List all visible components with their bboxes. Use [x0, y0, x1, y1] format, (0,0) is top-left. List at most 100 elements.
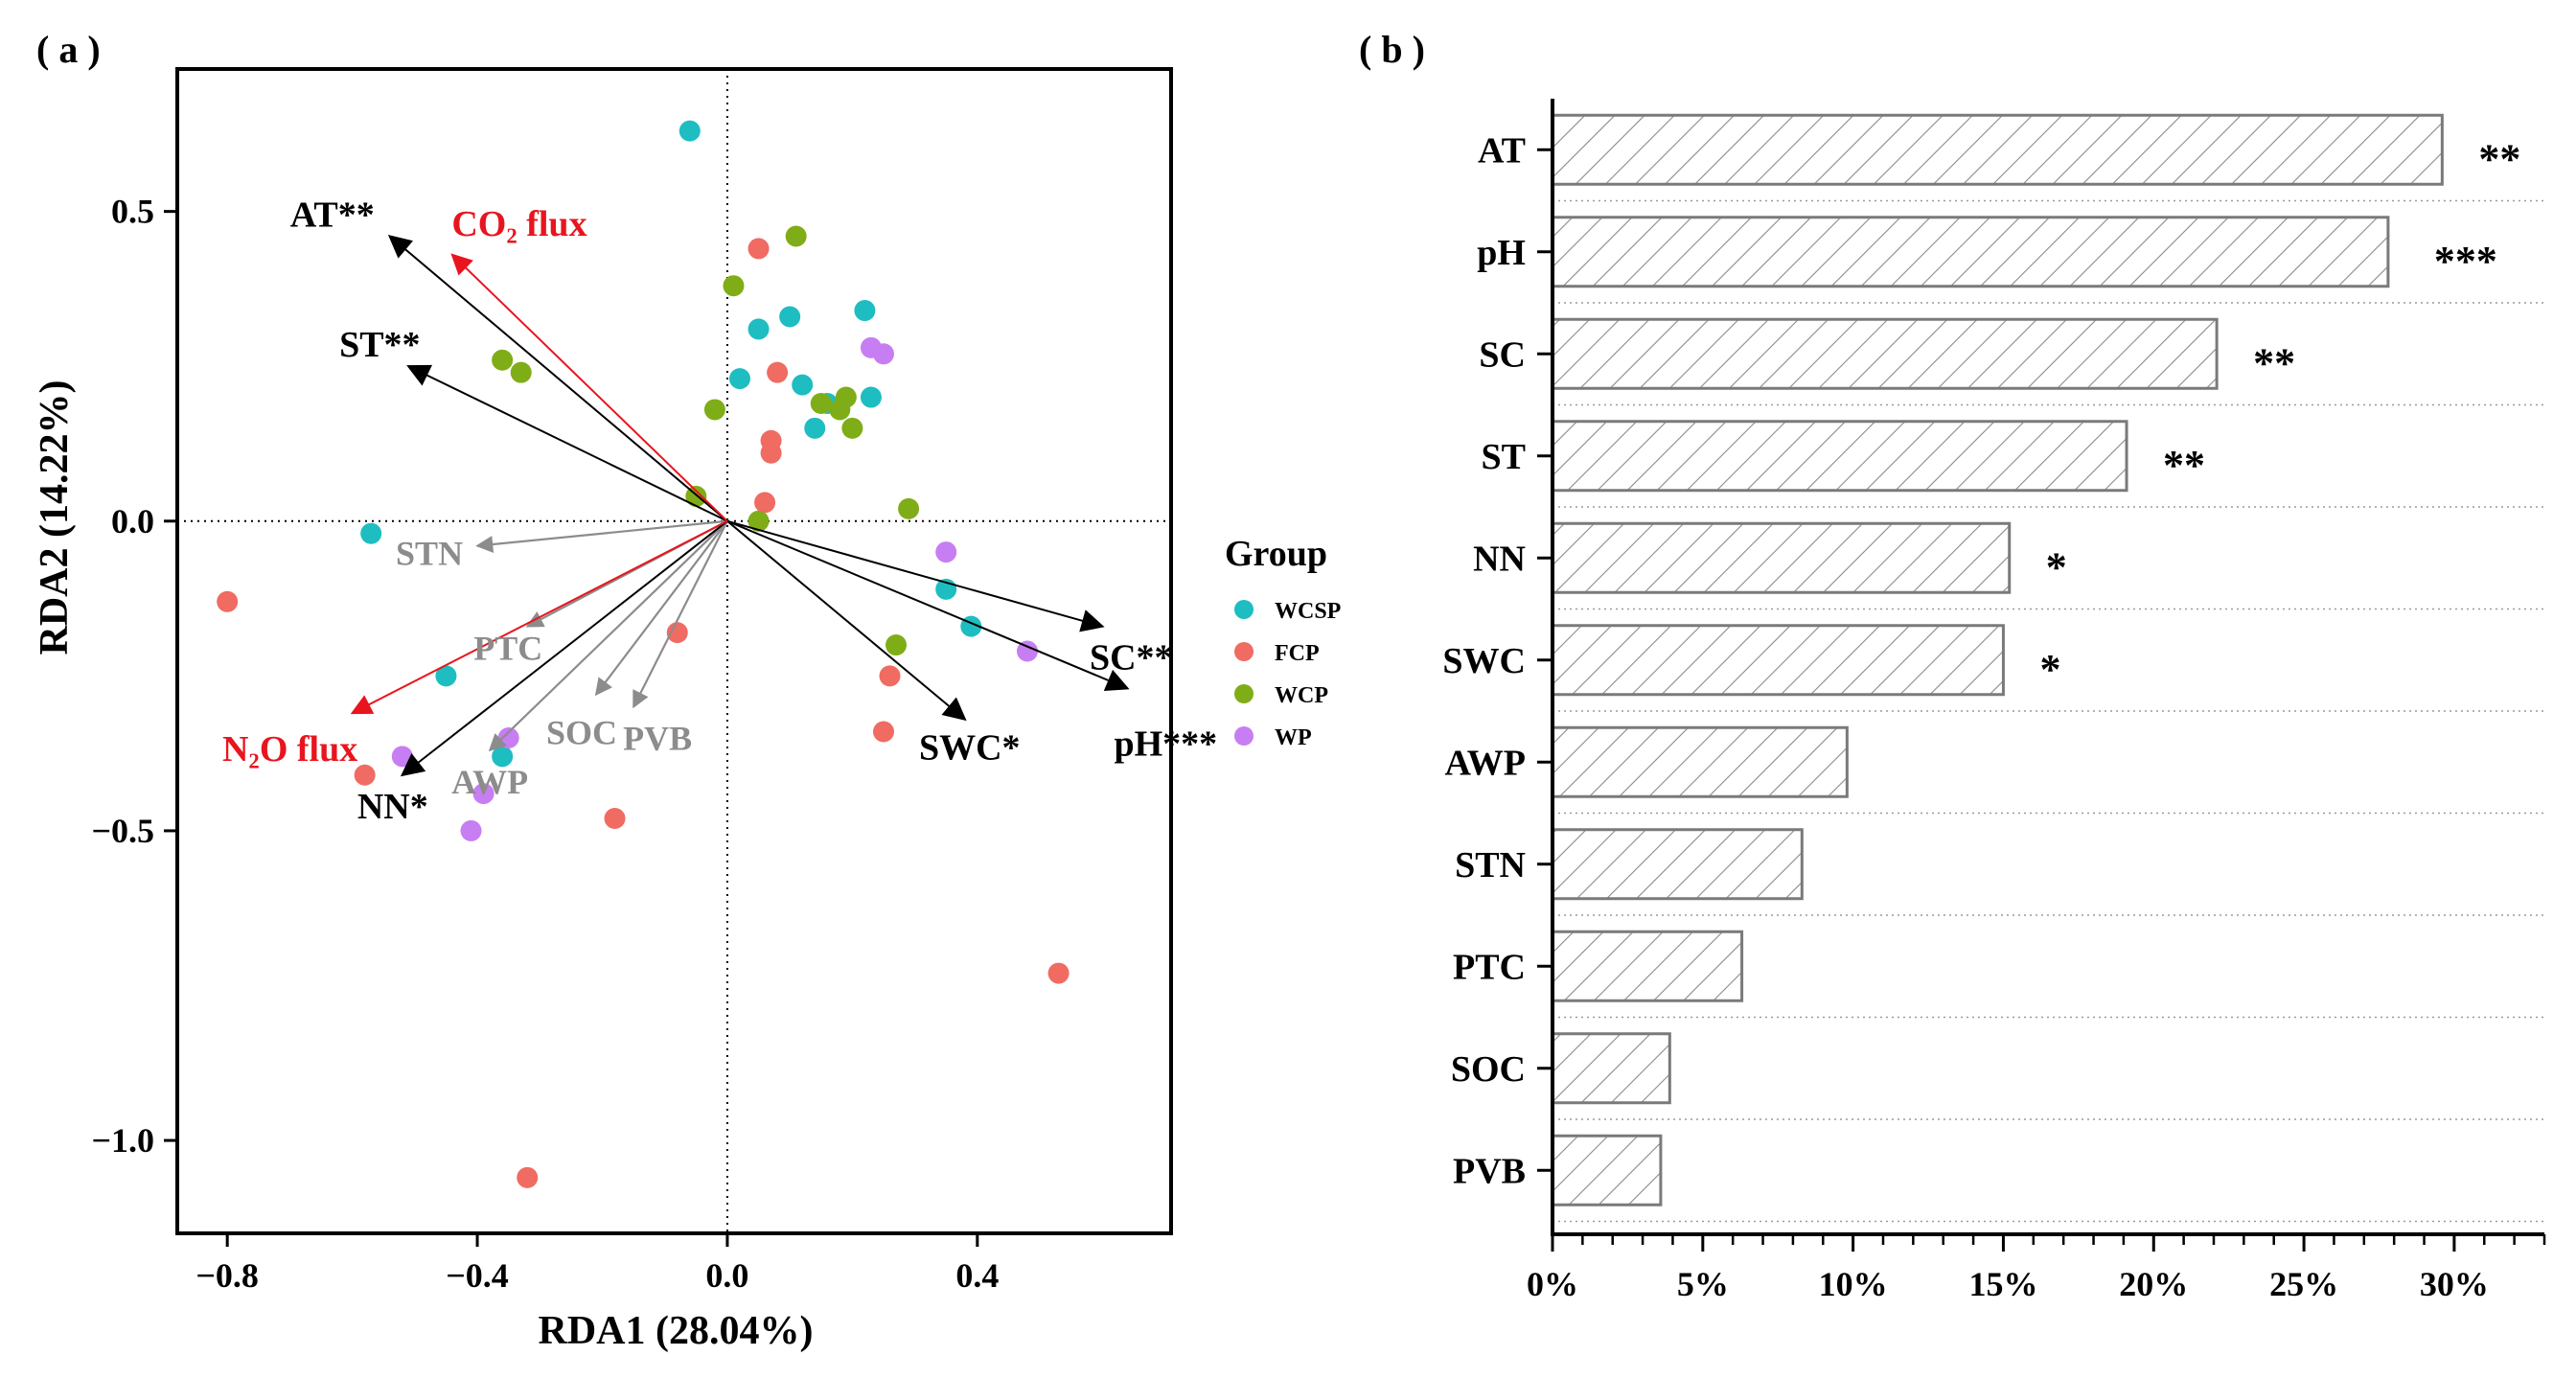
point-wcsp	[728, 368, 750, 390]
bar-stn	[1551, 828, 1804, 901]
vector-label: SWC*	[919, 728, 1021, 769]
vector-arrow	[632, 520, 728, 709]
x-tick-label: −0.8	[196, 1256, 259, 1295]
vector-label: PTC	[473, 630, 542, 668]
category-label: AT	[1478, 130, 1526, 171]
significance-labels: ***********	[2039, 135, 2520, 693]
point-wcp	[723, 275, 745, 297]
panel-b-label: ( b )	[1359, 28, 1425, 71]
point-wcsp	[779, 306, 801, 328]
point-wcp	[810, 392, 832, 414]
point-wcp	[703, 399, 725, 421]
x-tick-label: 20%	[2119, 1265, 2188, 1303]
point-fcp	[767, 361, 789, 383]
y-tick-label: −0.5	[91, 812, 154, 850]
vector-label: STN	[396, 535, 463, 573]
legend-swatch	[1234, 600, 1254, 619]
point-wcsp	[860, 386, 882, 408]
vector-arrow	[450, 253, 728, 522]
point-wcsp	[804, 417, 826, 439]
vector-label: pH***	[1114, 724, 1217, 764]
legend-swatch	[1234, 642, 1254, 661]
point-fcp	[666, 622, 688, 644]
significance-label: *	[2046, 543, 2067, 590]
plot-frame	[175, 67, 1173, 1235]
category-label: NN	[1473, 539, 1526, 579]
point-fcp	[754, 492, 776, 514]
point-wcp	[886, 634, 908, 656]
point-fcp	[517, 1166, 539, 1188]
bar-ptc	[1551, 930, 1744, 1002]
vector-label: CO₂ flux	[451, 204, 586, 244]
x-tick-label: 25%	[2269, 1265, 2338, 1303]
vector-label: NN*	[357, 787, 428, 827]
category-label: SOC	[1451, 1049, 1526, 1090]
category-label: SWC	[1442, 641, 1526, 681]
x-tick-label: 0.0	[705, 1256, 748, 1295]
significance-label: ***	[2434, 238, 2497, 285]
vector-label: AT**	[290, 195, 375, 235]
point-fcp	[748, 238, 770, 260]
point-fcp	[879, 665, 901, 687]
point-wcsp	[435, 665, 457, 687]
y-tick-label: 0.0	[111, 502, 154, 540]
vector-arrow	[594, 520, 728, 697]
vector-label: ST**	[339, 325, 420, 365]
legend-label: WP	[1275, 725, 1312, 750]
legend-swatch	[1234, 726, 1254, 746]
vector-arrow	[406, 364, 728, 522]
point-wp	[872, 343, 894, 365]
point-fcp	[760, 442, 782, 464]
x-tick-label: 0%	[1527, 1265, 1578, 1303]
point-wcsp	[854, 300, 876, 322]
category-label: SC	[1479, 334, 1526, 375]
rda-biplot: −0.8 −0.4 0.0 0.4 0.5 0.0 −0.5 −1.0 AT** ST** CO₂…	[33, 67, 1341, 1353]
point-wcsp	[792, 374, 814, 396]
significance-label: **	[2253, 339, 2295, 386]
legend-label: WCP	[1275, 683, 1328, 708]
point-wcp	[510, 361, 532, 383]
point-wcp	[492, 349, 514, 371]
bar-nn	[1551, 521, 2012, 594]
category-labels: AT pH SC ST NN SWC AWP STN PTC SOC PVB	[1442, 130, 1552, 1191]
point-wp	[1016, 640, 1038, 662]
point-wp	[460, 819, 482, 841]
y-tick-label: 0.5	[111, 193, 154, 231]
vector-arrow	[350, 519, 728, 715]
x-tick-label: 5%	[1677, 1265, 1729, 1303]
category-label: ST	[1482, 437, 1526, 477]
vector-label: PVB	[623, 720, 692, 758]
bar-ph	[1551, 216, 2390, 288]
point-wcsp	[678, 120, 701, 142]
vector-arrow	[726, 519, 1105, 632]
vector-arrow	[726, 520, 967, 722]
point-wp	[391, 746, 413, 768]
point-wcp	[898, 497, 920, 519]
significance-label: **	[2478, 135, 2520, 182]
point-wcsp	[360, 522, 382, 544]
point-fcp	[354, 764, 376, 786]
y-tick-label: −1.0	[91, 1121, 154, 1160]
category-label: PVB	[1453, 1151, 1526, 1191]
x-tick-label: 0.4	[955, 1256, 999, 1295]
vector-arrow	[475, 519, 728, 553]
axis-ticks: −0.8 −0.4 0.0 0.4 0.5 0.0 −0.5 −1.0	[91, 193, 999, 1295]
vector-label: N₂O flux	[222, 729, 357, 770]
x-ticks: 0% 5% 10% 15% 20% 25% 30%	[1527, 1234, 2546, 1303]
legend: Group WCSP FCP WCP WP	[1225, 534, 1341, 750]
vector-arrow	[488, 519, 728, 752]
category-label: PTC	[1453, 947, 1526, 987]
point-wp	[935, 541, 957, 563]
legend-title: Group	[1225, 534, 1327, 574]
category-label: AWP	[1445, 743, 1526, 783]
bar-awp	[1551, 725, 1849, 798]
point-fcp	[217, 590, 239, 612]
point-wcp	[748, 510, 770, 532]
vector-label: AWP	[451, 763, 528, 801]
legend-swatch	[1234, 684, 1254, 703]
bar-st	[1551, 420, 2128, 493]
bar-pvb	[1551, 1134, 1663, 1207]
